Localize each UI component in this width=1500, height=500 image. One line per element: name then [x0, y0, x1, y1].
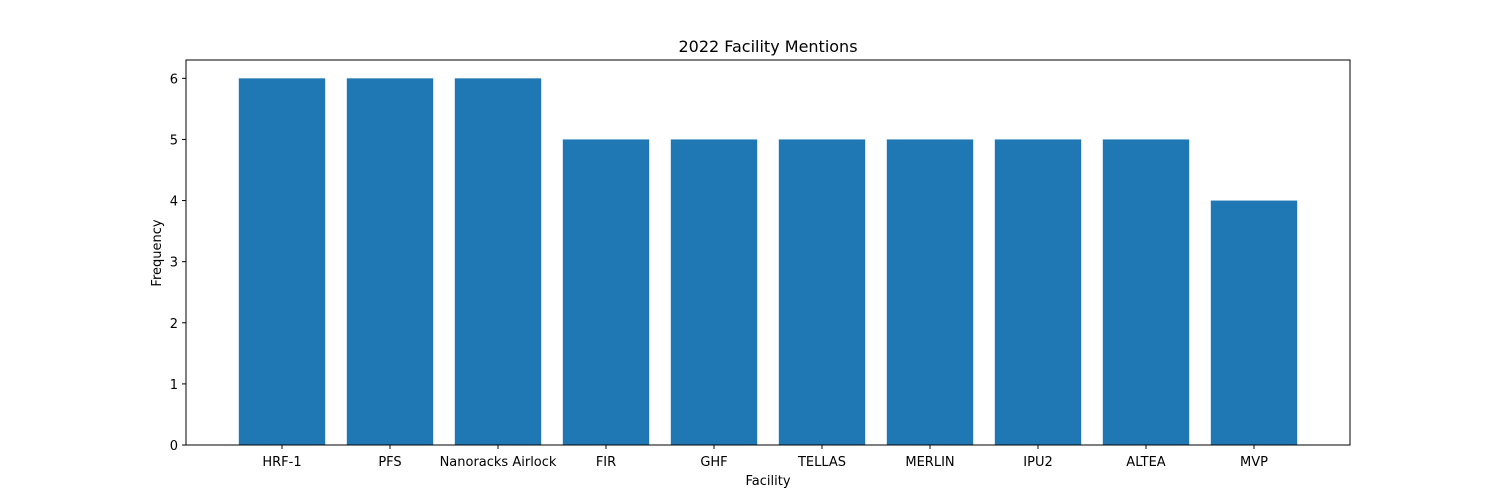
- bar-pfs: [346, 78, 434, 445]
- plot-area: [238, 78, 1298, 445]
- y-axis: 0 1 2 3 4 5 6: [170, 72, 186, 454]
- x-tick-label: PFS: [378, 455, 401, 470]
- x-tick-label: TELLAS: [797, 455, 846, 470]
- bar-merlin: [886, 139, 974, 445]
- x-tick-label: MVP: [1240, 455, 1268, 470]
- bar-tellas: [778, 139, 866, 445]
- bar-ipu2: [994, 139, 1082, 445]
- y-tick-label: 1: [170, 378, 178, 393]
- x-tick-label: IPU2: [1023, 455, 1052, 470]
- bar-fir: [562, 139, 650, 445]
- y-tick-label: 6: [170, 72, 178, 87]
- bar-altea: [1102, 139, 1190, 445]
- x-tick-label: HRF-1: [262, 455, 301, 470]
- y-tick-label: 5: [170, 133, 178, 148]
- y-axis-label: Frequency: [150, 219, 165, 286]
- x-tick-label: MERLIN: [905, 455, 954, 470]
- y-tick-label: 2: [170, 317, 178, 332]
- y-tick-label: 4: [170, 195, 178, 210]
- x-tick-label: ALTEA: [1126, 455, 1166, 470]
- plot-frame: [185, 59, 1351, 446]
- chart-title: 2022 Facility Mentions: [678, 37, 857, 56]
- y-tick-label: 3: [170, 256, 178, 271]
- bar-hrf-1: [238, 78, 326, 445]
- x-axis-label: Facility: [745, 474, 790, 489]
- x-tick-label: FIR: [596, 455, 616, 470]
- bar-nanoracks-airlock: [454, 78, 542, 445]
- bar-ghf: [670, 139, 758, 445]
- x-tick-label: Nanoracks Airlock: [440, 455, 557, 470]
- bar-mvp: [1210, 200, 1298, 445]
- y-tick-label: 0: [170, 439, 178, 454]
- x-axis: HRF-1 PFS Nanoracks Airlock FIR GHF TELLAS MER…: [262, 445, 1268, 470]
- x-tick-label: GHF: [700, 455, 727, 470]
